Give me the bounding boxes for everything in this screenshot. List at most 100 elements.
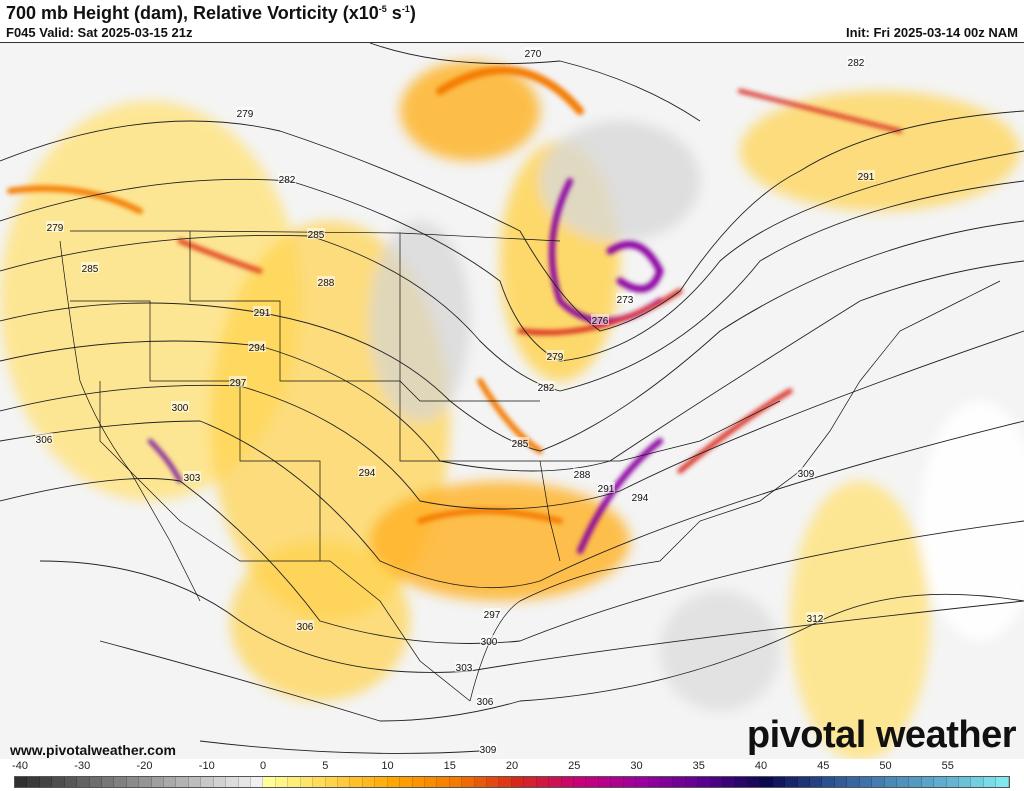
colorbar-cell [449,777,463,787]
colorbar-cell [760,777,773,787]
colorbar-cell [89,777,102,787]
pivotal-weather-logo: pivotal weather [746,714,1017,756]
contour-label-bg [317,276,335,287]
contour-label-bg [480,635,498,646]
title-text: 700 mb Height (dam), Relative Vorticity … [6,3,379,23]
colorbar-cell [275,777,289,787]
contour-label-bg [455,661,473,672]
colorbar-cell [884,777,897,787]
contour-label-bg [511,437,529,448]
colorbar-cell [325,777,338,787]
colorbar-cell [685,777,699,787]
contour-label: 276 [592,316,609,327]
contour-label: 300 [481,637,498,648]
contour-label-bg [616,293,634,304]
colorbar-cell [27,777,40,787]
colorbar-cell [151,777,165,787]
colorbar-cell [996,777,1009,787]
colorbar-cell [611,777,624,787]
contour-label: 279 [47,223,64,234]
contour-label: 282 [848,58,865,69]
contour-label: 285 [512,439,529,450]
colorbar-cell [424,777,438,787]
contour-label-bg [847,56,865,67]
contour-label: 303 [456,663,473,674]
colorbar-cell [288,777,301,787]
colorbar-cell [586,777,599,787]
contour-label: 303 [184,473,201,484]
colorbar-cell [77,777,90,787]
colorbar-cell [747,777,761,787]
colorbar-tick-label: 15 [443,760,456,772]
colorbar [14,776,1010,788]
colorbar-cell [959,777,972,787]
contour-label: 291 [598,484,615,495]
contour-label-bg [857,170,875,181]
colorbar-cell [723,777,736,787]
colorbar-cell [400,777,413,787]
colorbar-cell [909,777,922,787]
state-borders [59,230,1001,702]
colorbar-cell [872,777,885,787]
colorbar-cell [785,777,798,787]
title-close: ) [409,3,416,23]
colorbar-cell [139,777,152,787]
colorbar-cell [412,777,425,787]
contour-label-bg [546,350,564,361]
colorbar-tick-label: 0 [259,760,267,772]
colorbar-cell [126,777,140,787]
colorbar-cell [797,777,810,787]
colorbar-cell [983,777,997,787]
colorbar-cell [822,777,835,787]
colorbar-cell [536,777,550,787]
colorbar-cell [15,777,28,787]
colorbar-cell [263,777,276,787]
colorbar-cell [176,777,189,787]
website-watermark: www.pivotalweather.com [10,742,176,758]
colorbar-cell [598,777,612,787]
contour-label: 309 [480,745,497,756]
contour-label: 273 [617,295,634,306]
colorbar-cell [524,777,537,787]
contour-labels: 270 282 279 282 291 279 285 285 288 291 273 276 294 2… [35,47,875,756]
colorbar-cell [64,777,78,787]
colorbar-tick-label: 10 [381,760,394,772]
contour-label: 282 [279,175,296,186]
colorbar-cell [573,777,587,787]
colorbar-cell [387,777,401,787]
contour-label-bg [236,107,254,118]
colorbar-cell [971,777,984,787]
contour-label: 282 [538,383,555,394]
contour-label: 285 [82,264,99,275]
colorbar-cell [636,777,649,787]
colorbar-cell [52,777,65,787]
colorbar-cell [437,777,450,787]
contour-label-bg [573,468,591,479]
weather-map: 270 282 279 282 291 279 285 285 288 291 273 276 294 2… [0,42,1024,759]
colorbar-tick-label: 45 [817,760,830,772]
contour-label-bg [476,695,494,706]
colorbar-cell [648,777,661,787]
contour-label: 291 [858,172,875,183]
contour-label-bg [229,376,247,387]
init-time: Init: Fri 2025-03-14 00z NAM [846,25,1018,40]
vorticity-bands [7,66,902,554]
contour-label: 306 [477,697,494,708]
colorbar-cell [362,777,376,787]
colorbar-tick-label: -30 [74,760,91,772]
colorbar-cell [946,777,960,787]
contour-label-bg [171,401,189,412]
title-unit: s [386,3,402,23]
height-contours [0,43,1024,754]
colorbar-cell [561,777,574,787]
colorbar-cell [896,777,910,787]
colorbar-tick-label: 30 [630,760,643,772]
contour-label: 306 [36,435,53,446]
contour-label-bg [278,173,296,184]
colorbar-cell [698,777,711,787]
colorbar-cell [375,777,388,787]
colorbar-cell [474,777,488,787]
colorbar-tick-label: 55 [941,760,954,772]
contour-label-bg [296,620,314,631]
contour-label-bg [358,466,376,477]
